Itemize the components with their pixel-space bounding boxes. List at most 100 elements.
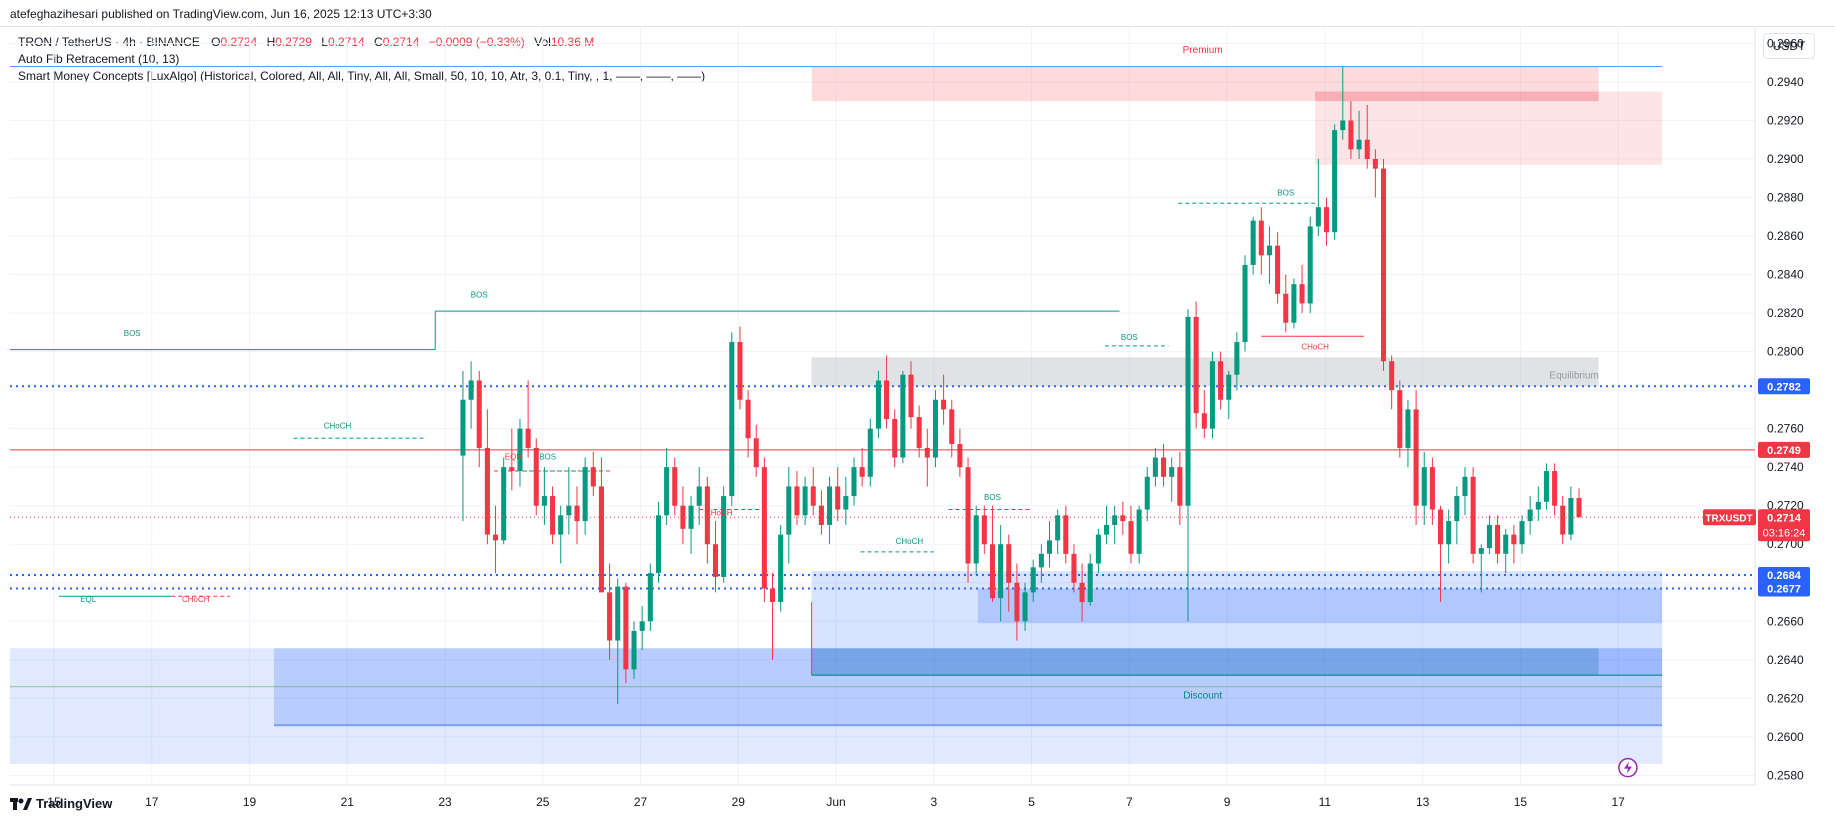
price-tick: 0.2600 [1767, 730, 1804, 744]
candle-body [655, 515, 661, 574]
price-tick: 0.2880 [1767, 191, 1804, 205]
candle-body [1038, 553, 1044, 568]
structure-label: BOS [1277, 189, 1294, 198]
candle-body [1543, 471, 1549, 502]
premium-zone [811, 66, 1599, 102]
lightning-glyph [1623, 761, 1632, 774]
candle-body [1185, 316, 1191, 506]
supply-block [1315, 91, 1663, 165]
candle-body [794, 486, 800, 516]
low-value: 0.2714 [327, 35, 365, 49]
candle-body [1389, 361, 1395, 391]
price-tick: 0.2720 [1767, 499, 1804, 513]
candle-body [1275, 245, 1281, 294]
candle-body [1486, 524, 1492, 549]
volume-value: 10.36 M [550, 35, 595, 49]
candle-body [1030, 567, 1036, 593]
candle-body [851, 467, 857, 497]
structure-label: CHoCH [324, 422, 352, 431]
time-tick: 3 [930, 795, 937, 809]
candle-body [712, 544, 719, 577]
structure-label: CHoCH [705, 508, 733, 517]
candle-body [1429, 467, 1435, 510]
price-badge [1758, 580, 1810, 597]
candle-body [1266, 245, 1272, 256]
candle-body [835, 486, 841, 510]
tradingview-logo[interactable]: TradingView [10, 796, 112, 811]
candle-body [859, 467, 865, 477]
candle-body [1087, 563, 1093, 603]
candle-body [989, 544, 996, 599]
candle-body [566, 505, 572, 516]
close-value: 0.2714 [382, 35, 420, 49]
candle-body [607, 592, 613, 641]
tradingview-brand: TradingView [36, 796, 113, 811]
price-badge-label: 0.2749 [1767, 445, 1801, 457]
currency-button[interactable]: USDT [1763, 33, 1815, 59]
candle-body [753, 438, 759, 468]
candle-body [1372, 158, 1378, 169]
candle-body [1299, 284, 1305, 304]
candle-body [1063, 515, 1069, 554]
candle-body [802, 486, 808, 516]
candle-body [1315, 207, 1321, 227]
price-tick: 0.2740 [1767, 460, 1804, 474]
candle-body [558, 515, 564, 535]
price-tick: 0.2580 [1767, 768, 1804, 782]
candle-body [1136, 509, 1142, 554]
candle-body [1576, 497, 1582, 518]
supply-block-top [1315, 91, 1599, 102]
candle-body [884, 380, 890, 420]
candle-body [582, 467, 588, 522]
structure-labels: Premium Equilibrium Discount BOS BOS CHoCH EQH… [80, 45, 1599, 701]
candle-body [1568, 497, 1574, 535]
candle-body [1421, 467, 1427, 506]
structure-lines [10, 202, 1364, 597]
equilibrium-zone [811, 357, 1599, 387]
equilibrium-label: Equilibrium [1549, 371, 1598, 382]
candle-body [1454, 496, 1460, 522]
candle-body [664, 467, 670, 516]
time-tick: 15 [47, 795, 61, 809]
open-label: O [211, 35, 221, 49]
candle-body [957, 444, 963, 468]
candle-body [647, 573, 653, 622]
time-tick: 29 [732, 795, 746, 809]
candle-body [1079, 582, 1085, 603]
indicator-smc[interactable]: Smart Money Concepts [LuxAlgo] (Historic… [18, 69, 706, 83]
candle-body [590, 467, 596, 487]
candle-body [1364, 139, 1370, 159]
candle-body [1332, 130, 1338, 233]
price-tick: 0.2960 [1767, 36, 1804, 50]
candle-body [1014, 582, 1020, 622]
symbol-name[interactable]: TRON / TetherUS · 4h · BINANCE [18, 35, 200, 49]
candle-body [941, 399, 947, 410]
price-tick: 0.2660 [1767, 614, 1804, 628]
indicator-fib[interactable]: Auto Fib Retracement (10, 13) [18, 52, 180, 66]
candle-body [1226, 374, 1232, 400]
candle-body [810, 486, 816, 506]
candle-body [1413, 409, 1419, 506]
price-badge-label: 0.2782 [1767, 381, 1801, 393]
time-tick: 21 [341, 795, 355, 809]
candle-body [704, 486, 710, 545]
price-tick: 0.2900 [1767, 152, 1804, 166]
structure-label: BOS [124, 329, 141, 338]
candle-body [1291, 284, 1297, 323]
candle-body [1348, 120, 1354, 150]
candle-body [1340, 120, 1346, 131]
candle-body [484, 447, 490, 535]
candle-body [1120, 515, 1126, 522]
current-price-label: 0.2714 [1767, 512, 1802, 524]
time-tick: 5 [1028, 795, 1035, 809]
candle-body [998, 544, 1004, 599]
countdown-label: 03:16:24 [1763, 527, 1806, 539]
price-badge-label: 0.2684 [1767, 570, 1802, 582]
price-tick: 0.2920 [1767, 113, 1804, 127]
structure-label: BOS [539, 452, 556, 461]
candle-body [1446, 521, 1452, 545]
candle-body [1152, 457, 1158, 477]
candle-body [1144, 476, 1150, 510]
tradingview-logo-icon [10, 797, 32, 810]
